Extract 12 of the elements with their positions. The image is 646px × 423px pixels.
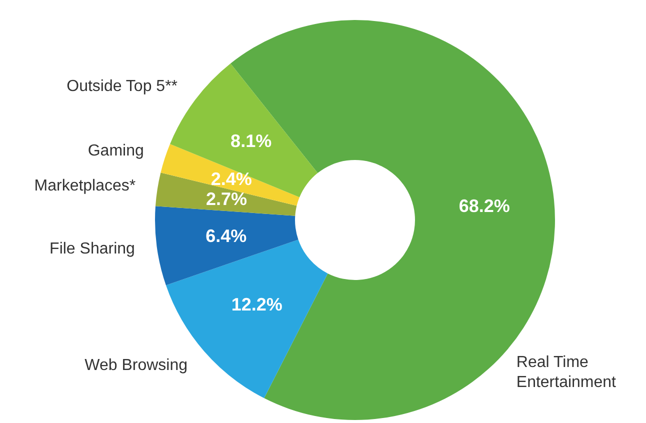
slice-label: Real Time Entertainment xyxy=(516,354,617,391)
data-label: 6.4% xyxy=(206,226,247,246)
slice-label: File Sharing xyxy=(50,240,135,258)
slice-label: Outside Top 5** xyxy=(66,78,178,96)
data-label: 68.2% xyxy=(458,196,510,216)
data-label: 12.2% xyxy=(231,294,282,314)
data-label: 8.1% xyxy=(230,130,272,151)
slice-label: Gaming xyxy=(88,142,144,160)
data-label: 2.4% xyxy=(210,168,252,189)
data-label: 2.7% xyxy=(206,188,248,209)
slice-label: Marketplaces* xyxy=(34,177,136,194)
slice-label: Web Browsing xyxy=(84,357,188,374)
